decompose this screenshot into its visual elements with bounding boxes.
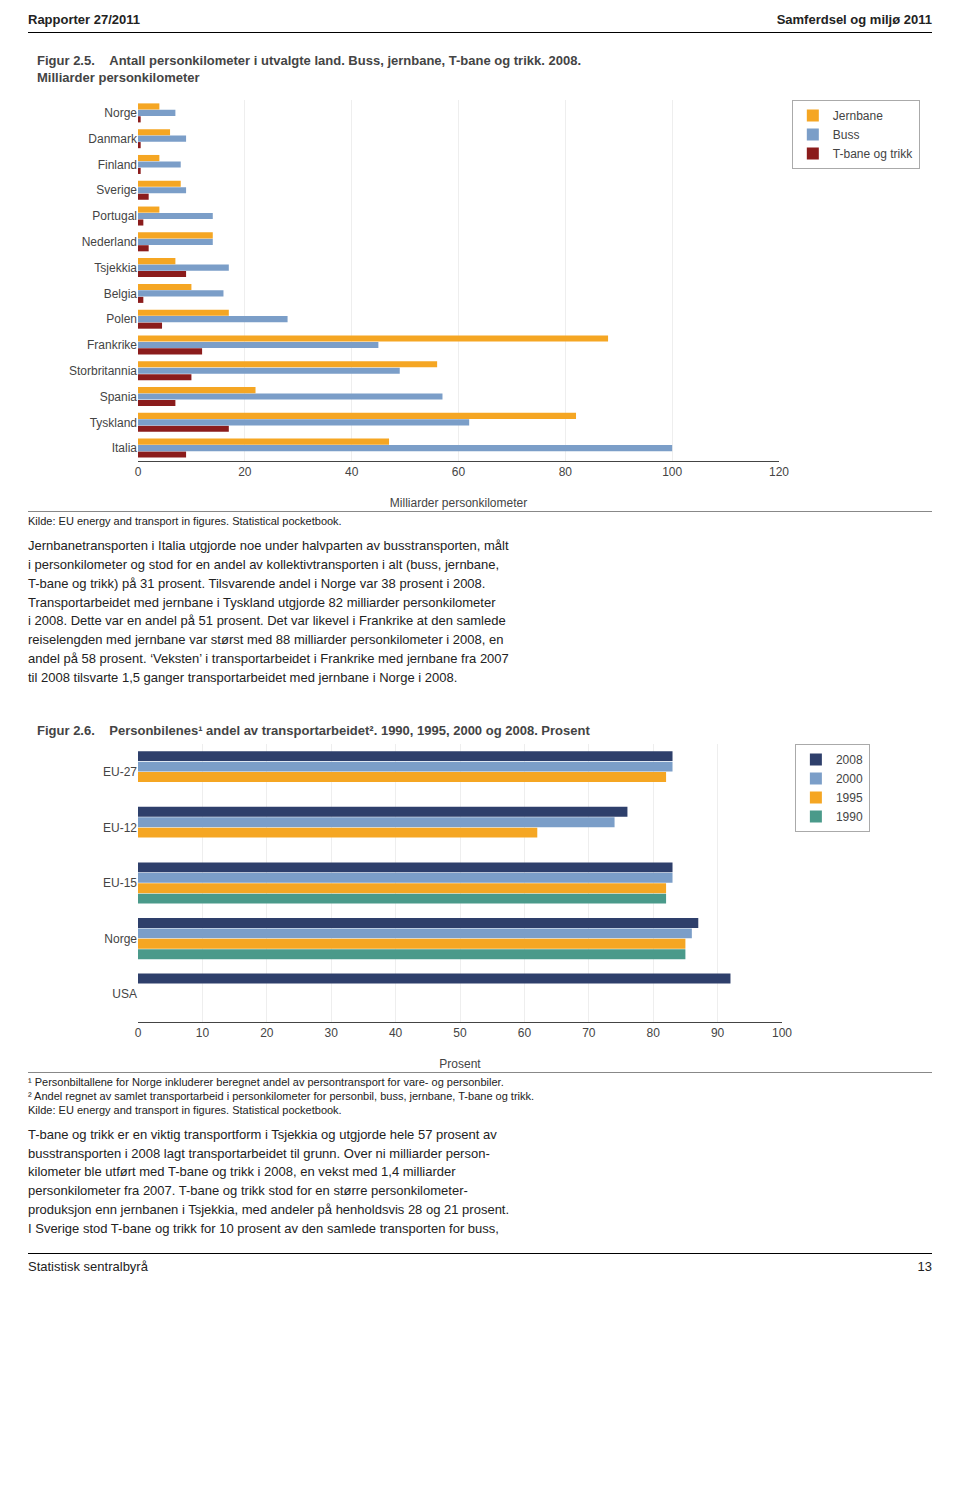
svg-text:Jernbane: Jernbane — [833, 109, 883, 123]
svg-text:1995: 1995 — [836, 791, 863, 805]
svg-text:Spania: Spania — [100, 390, 138, 404]
svg-text:EU-15: EU-15 — [103, 876, 137, 890]
svg-text:60: 60 — [518, 1026, 532, 1040]
svg-text:Norge: Norge — [104, 932, 137, 946]
svg-text:Milliarder personkilometer: Milliarder personkilometer — [390, 496, 527, 510]
svg-text:Figur 2.5. Antall personkil: Figur 2.5. Antall personkilometer i utva… — [37, 53, 581, 85]
svg-text:Belgia: Belgia — [104, 287, 138, 301]
svg-text:80: 80 — [647, 1026, 661, 1040]
svg-text:Portugal: Portugal — [92, 209, 137, 223]
svg-text:Buss: Buss — [833, 128, 860, 142]
svg-text:30: 30 — [325, 1026, 339, 1040]
svg-text:0: 0 — [135, 465, 142, 479]
svg-text:Norge: Norge — [104, 106, 137, 120]
svg-text:Polen: Polen — [106, 312, 137, 326]
svg-text:0: 0 — [135, 1026, 142, 1040]
svg-text:Nederland: Nederland — [82, 235, 137, 249]
svg-text:50: 50 — [453, 1026, 467, 1040]
svg-text:120: 120 — [769, 465, 789, 479]
svg-text:10: 10 — [196, 1026, 210, 1040]
html-text:Kilde: EU energy and transport: Kilde: EU energy and transport in figure… — [28, 1103, 342, 1116]
html-text:Jernbanetransporten i Italia u: Jernbanetransporten i Italia utgjorde no… — [28, 538, 509, 685]
svg-text:100: 100 — [662, 465, 682, 479]
svg-text:Storbritannia: Storbritannia — [69, 364, 137, 378]
svg-text:40: 40 — [345, 465, 359, 479]
svg-text:Danmark: Danmark — [88, 132, 138, 146]
svg-text:90: 90 — [711, 1026, 725, 1040]
svg-text:20: 20 — [260, 1026, 274, 1040]
html-text:Rapporter 27/2011: Rapporter 27/2011 — [28, 12, 140, 27]
html-text:T-bane og trikk er en viktig t: T-bane og trikk er en viktig transportfo… — [28, 1126, 510, 1236]
svg-text:Tyskland: Tyskland — [90, 416, 137, 430]
svg-text:20: 20 — [238, 465, 252, 479]
html-text:Kilde: EU energy and transport: Kilde: EU energy and transport in figure… — [28, 515, 342, 527]
svg-text:USA: USA — [112, 987, 137, 1001]
svg-text:Tsjekkia: Tsjekkia — [94, 261, 137, 275]
svg-text:Finland: Finland — [98, 158, 137, 172]
svg-text:100: 100 — [772, 1026, 792, 1040]
html-text:Statistisk sentralbyrå: Statistisk sentralbyrå — [28, 1258, 148, 1274]
html-text:¹ Personbiltallene for Norge i: ¹ Personbiltallene for Norge inkluderer … — [28, 1075, 504, 1088]
svg-text:1990: 1990 — [836, 810, 863, 824]
svg-text:Frankrike: Frankrike — [87, 338, 137, 352]
svg-text:70: 70 — [582, 1026, 596, 1040]
svg-text:Figur 2.6. Personbilenes¹ a: Figur 2.6. Personbilenes¹ andel av trans… — [37, 722, 590, 737]
svg-text:Prosent: Prosent — [439, 1057, 481, 1071]
svg-text:2008: 2008 — [836, 753, 863, 767]
svg-text:40: 40 — [389, 1026, 403, 1040]
html-text:Samferdsel og miljø 2011: Samferdsel og miljø 2011 — [776, 12, 932, 27]
svg-text:60: 60 — [452, 465, 466, 479]
svg-text:2000: 2000 — [836, 772, 863, 786]
svg-text:Sverige: Sverige — [96, 183, 137, 197]
svg-text:80: 80 — [559, 465, 573, 479]
html-text:² Andel regnet av samlet trans: ² Andel regnet av samlet transportarbeid… — [28, 1089, 535, 1102]
svg-text:EU-12: EU-12 — [103, 820, 137, 834]
svg-text:EU-27: EU-27 — [103, 765, 137, 779]
svg-text:Italia: Italia — [112, 441, 138, 455]
svg-text:T-bane og trikk: T-bane og trikk — [833, 147, 913, 161]
html-text:13: 13 — [917, 1258, 932, 1274]
